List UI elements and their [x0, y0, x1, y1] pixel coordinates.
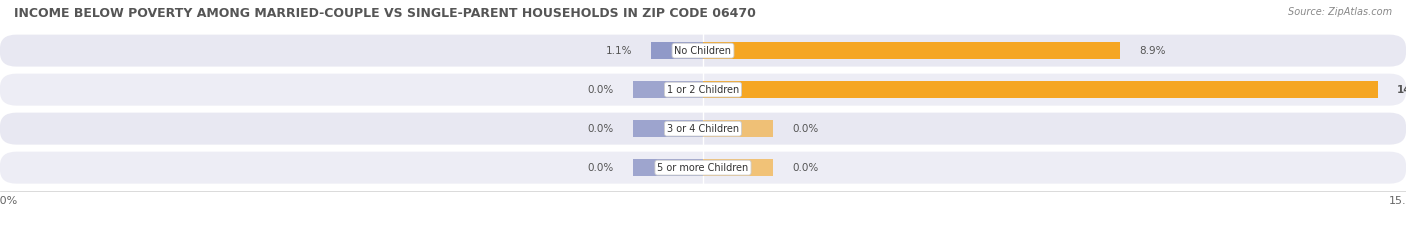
FancyBboxPatch shape — [0, 35, 1406, 67]
Text: 5 or more Children: 5 or more Children — [658, 163, 748, 173]
Bar — [633, 81, 703, 98]
Text: 3 or 4 Children: 3 or 4 Children — [666, 124, 740, 134]
Text: 14.4%: 14.4% — [1396, 85, 1406, 95]
Bar — [633, 159, 703, 176]
FancyBboxPatch shape — [0, 113, 1406, 145]
Text: Source: ZipAtlas.com: Source: ZipAtlas.com — [1288, 7, 1392, 17]
Bar — [703, 120, 773, 137]
Text: 8.9%: 8.9% — [1139, 46, 1166, 56]
Bar — [703, 81, 1378, 98]
Text: 1.1%: 1.1% — [606, 46, 633, 56]
Text: 1 or 2 Children: 1 or 2 Children — [666, 85, 740, 95]
Bar — [651, 42, 703, 59]
Bar — [633, 120, 703, 137]
Text: 0.0%: 0.0% — [792, 163, 818, 173]
Bar — [703, 159, 773, 176]
Text: INCOME BELOW POVERTY AMONG MARRIED-COUPLE VS SINGLE-PARENT HOUSEHOLDS IN ZIP COD: INCOME BELOW POVERTY AMONG MARRIED-COUPL… — [14, 7, 756, 20]
Text: 0.0%: 0.0% — [588, 85, 614, 95]
Text: No Children: No Children — [675, 46, 731, 56]
FancyBboxPatch shape — [0, 74, 1406, 106]
Text: 0.0%: 0.0% — [792, 124, 818, 134]
FancyBboxPatch shape — [0, 152, 1406, 184]
Text: 0.0%: 0.0% — [588, 124, 614, 134]
Text: 0.0%: 0.0% — [588, 163, 614, 173]
Bar — [703, 42, 1121, 59]
